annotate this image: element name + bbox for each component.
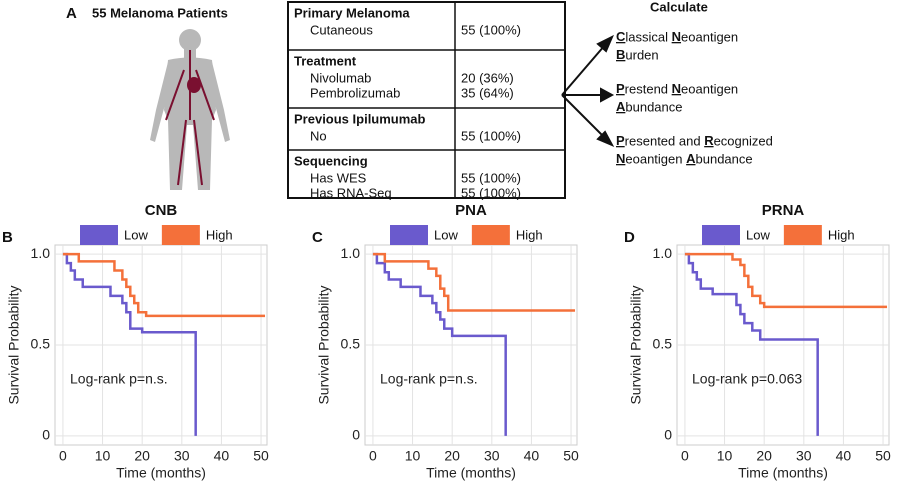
x-tick-label: 20 [756,448,772,464]
row-value: 55 (100%) [461,22,521,37]
survival-curve [372,252,507,436]
calculate-item: Classical Neoantigen [616,29,738,44]
y-tick-label: 1.0 [31,245,51,261]
row-label: Has RNA-Seq [310,185,392,200]
calculate-item: Neoantigen Abundance [616,151,753,166]
x-tick-label: 50 [253,448,269,464]
x-tick-label: 10 [717,448,733,464]
panel-letter: C [312,229,323,246]
legend-swatch [390,225,428,245]
x-tick-label: 50 [563,448,579,464]
x-tick-label: 0 [369,448,377,464]
x-tick-label: 40 [214,448,230,464]
row-label: Cutaneous [310,22,373,37]
arrows [561,34,615,148]
table-border [287,1,566,199]
x-tick-label: 0 [59,448,67,464]
panel-letter: B [2,229,13,246]
legend-swatch [783,225,822,245]
x-tick-label: 30 [796,448,812,464]
chart-title: CNB [145,202,178,219]
x-tick-label: 10 [95,448,111,464]
calculate-item: Abundance [616,99,683,114]
y-tick-label: 0.5 [31,336,51,352]
legend-swatch [471,225,510,245]
y-axis-label: Survival Probability [628,285,644,404]
y-axis-label: Survival Probability [316,285,332,404]
x-axis-label: Time (months) [426,465,516,481]
calculate-title: Calculate [650,0,708,14]
section-header: Sequencing [294,153,368,168]
legend-swatch [161,225,200,245]
x-tick-label: 20 [134,448,150,464]
legend-label: High [828,227,855,242]
row-value: 55 (100%) [461,128,521,143]
row-label: Has WES [310,170,367,185]
panel-title: 55 Melanoma Patients [92,5,228,20]
legend-label: Low [746,227,770,242]
legend-swatch [702,225,740,245]
annotation: Log-rank p=n.s. [70,371,168,387]
panel-letter: A [66,5,77,22]
survival-curve [62,252,197,436]
y-tick-label: 0.5 [341,336,361,352]
legend-label: Low [434,227,458,242]
annotation: Log-rank p=n.s. [380,371,478,387]
x-tick-label: 30 [174,448,190,464]
y-tick-label: 0 [42,427,50,443]
row-value: 55 (100%) [461,170,521,185]
annotation: Log-rank p=0.063 [692,371,802,387]
survival-curve [372,252,576,312]
row-value: 35 (64%) [461,85,514,100]
section-header: Previous Ipilumumab [294,111,426,126]
survival-curve [684,252,888,309]
x-tick-label: 10 [405,448,421,464]
y-tick-label: 0.5 [653,336,673,352]
row-label: Pembrolizumab [310,85,400,100]
x-tick-label: 30 [484,448,500,464]
legend-label: Low [124,227,148,242]
row-value: 20 (36%) [461,70,514,85]
y-tick-label: 1.0 [653,245,673,261]
section-header: Treatment [294,53,357,68]
survival-curve [62,252,266,318]
x-tick-label: 20 [444,448,460,464]
panel-letter: D [624,229,635,246]
x-tick-label: 40 [836,448,852,464]
calculate-item: Prestend Neoantigen [616,81,738,96]
row-value: 55 (100%) [461,185,521,200]
x-tick-label: 0 [681,448,689,464]
chart-title: PRNA [762,202,805,219]
legend-label: High [206,227,233,242]
y-tick-label: 0 [352,427,360,443]
row-label: Nivolumab [310,70,371,85]
x-axis-label: Time (months) [738,465,828,481]
x-tick-label: 40 [524,448,540,464]
calculate-item: Presented and Recognized [616,133,773,148]
y-axis-label: Survival Probability [6,285,22,404]
row-label: No [310,128,327,143]
y-tick-label: 1.0 [341,245,361,261]
survival-curve [684,252,819,436]
legend-swatch [80,225,118,245]
chart-title: PNA [455,202,487,219]
x-tick-label: 50 [875,448,891,464]
section-header: Primary Melanoma [294,5,410,20]
calculate-item: Burden [616,47,659,62]
y-tick-label: 0 [664,427,672,443]
vessels [165,50,215,186]
legend-label: High [516,227,543,242]
x-axis-label: Time (months) [116,465,206,481]
